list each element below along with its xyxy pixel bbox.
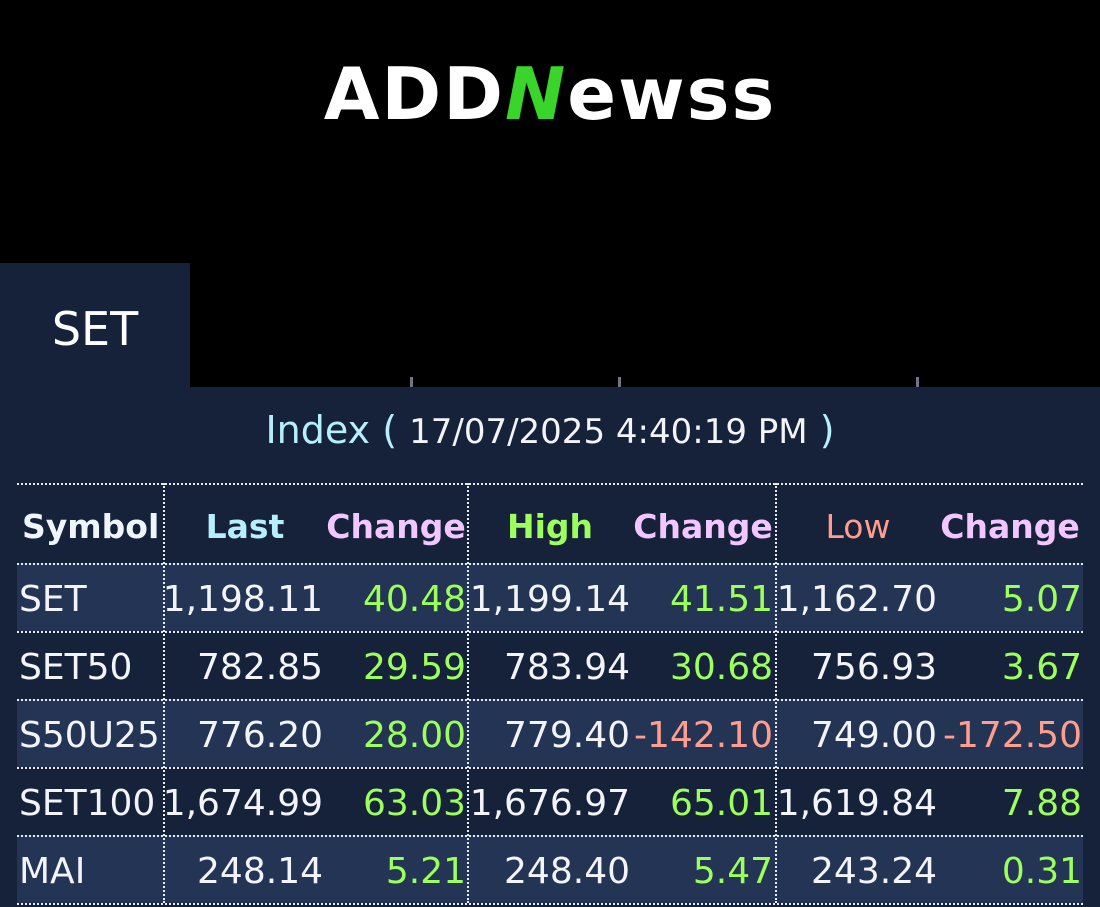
timestamp: 17/07/2025 4:40:19 PM	[409, 412, 808, 452]
paren: (	[382, 408, 398, 452]
column-divider	[467, 483, 469, 903]
value: 5.21	[385, 851, 466, 892]
value: 756.93	[811, 647, 937, 688]
column-header: Change	[940, 507, 1080, 546]
divider	[618, 377, 621, 387]
table-row: SET100 1,674.99 63.03 1,676.97 65.01 1,619.84…	[17, 767, 1083, 835]
logo-right: ewss	[567, 52, 777, 136]
value: 779.40	[504, 715, 630, 756]
symbol: SET100	[19, 783, 156, 824]
title: Index ( 17/07/2025 4:40:19 PM )	[0, 408, 1100, 452]
paren: )	[819, 408, 835, 452]
value: 30.68	[669, 647, 773, 688]
value: 0.31	[1001, 851, 1082, 892]
symbol: S50U25	[19, 715, 160, 756]
value: 776.20	[197, 715, 323, 756]
column-header: Low	[825, 507, 891, 546]
symbol: MAI	[19, 851, 86, 892]
table-row: SET50 782.85 29.59 783.94 30.68 756.93 3.67	[17, 631, 1083, 699]
column-header: Symbol	[22, 507, 160, 546]
value: 1,619.84	[776, 783, 937, 824]
divider	[916, 377, 919, 387]
column-header: Change	[633, 507, 773, 546]
symbol: SET50	[19, 647, 133, 688]
logo: ADDNewss	[0, 52, 1100, 136]
value: 5.47	[692, 851, 773, 892]
value: 1,676.97	[469, 783, 630, 824]
value: 63.03	[362, 783, 466, 824]
table-row: SET 1,198.11 40.48 1,199.14 41.51 1,162.70 5.0…	[17, 563, 1083, 631]
value: 40.48	[362, 579, 466, 620]
value: 248.40	[504, 851, 630, 892]
value: -172.50	[943, 715, 1082, 756]
symbol: SET	[19, 579, 87, 620]
logo-left: ADD	[323, 52, 505, 136]
value: 7.88	[1001, 783, 1082, 824]
value: 1,674.99	[162, 783, 323, 824]
column-header: Last	[205, 507, 285, 546]
divider	[410, 377, 413, 387]
column-header: Change	[326, 507, 466, 546]
value: 29.59	[362, 647, 466, 688]
value: 1,198.11	[162, 579, 323, 620]
value: 1,199.14	[469, 579, 630, 620]
logo-mark: N	[504, 52, 568, 136]
table-row: MAI 248.14 5.21 248.40 5.47 243.24 0.31	[17, 835, 1083, 903]
value: 782.85	[197, 647, 323, 688]
title-label: Index	[265, 408, 371, 452]
table-bottom	[17, 903, 1083, 907]
value: -142.10	[634, 715, 773, 756]
column-header: High	[506, 507, 594, 546]
value: 749.00	[811, 715, 937, 756]
value: 783.94	[504, 647, 630, 688]
tab[interactable]: SET	[0, 263, 190, 387]
table-row: S50U25 776.20 28.00 779.40 -142.10 749.00 -172…	[17, 699, 1083, 767]
header-row: Symbol Last Change High Change Low Change	[17, 483, 1083, 563]
value: 41.51	[669, 579, 773, 620]
value: 1,162.70	[776, 579, 937, 620]
value: 3.67	[1001, 647, 1082, 688]
column-divider	[775, 483, 777, 903]
value: 248.14	[197, 851, 323, 892]
value: 243.24	[811, 851, 937, 892]
value: 5.07	[1001, 579, 1082, 620]
value: 28.00	[362, 715, 466, 756]
column-divider	[163, 483, 165, 903]
value: 65.01	[669, 783, 773, 824]
